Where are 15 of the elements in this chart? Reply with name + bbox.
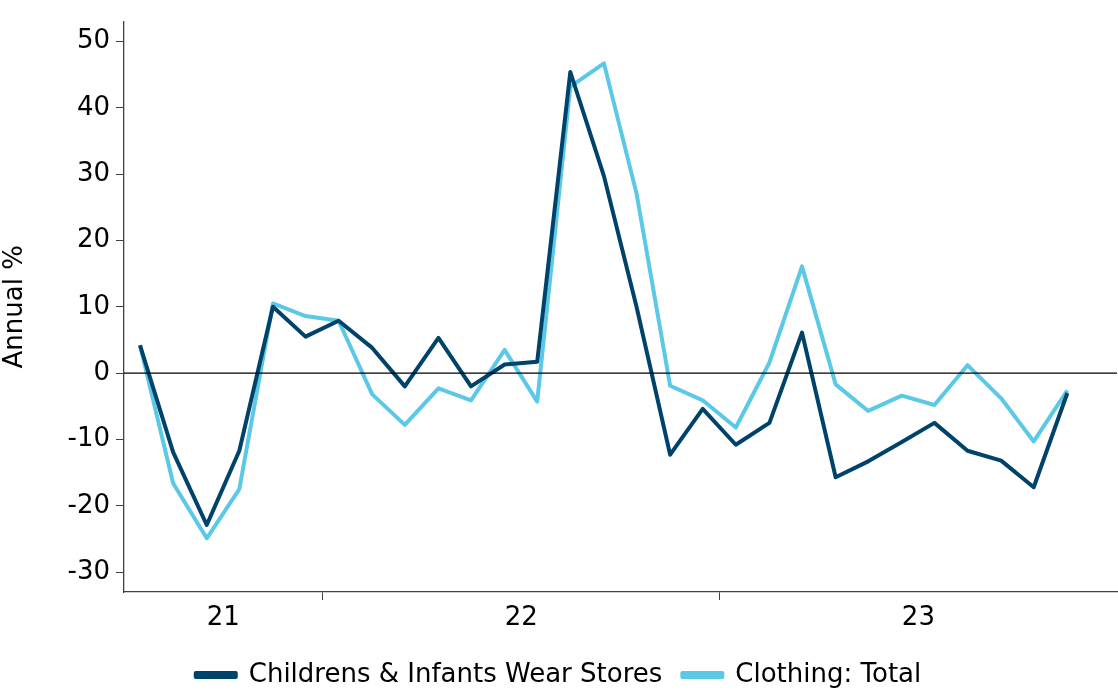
x-tick-label: 21 <box>206 601 240 632</box>
y-tick-label: 50 <box>76 24 110 55</box>
y-tick-label: 40 <box>76 90 110 121</box>
y-tick-label: 30 <box>76 156 110 187</box>
legend-label: Childrens & Infants Wear Stores <box>248 657 663 688</box>
x-tick-label: 23 <box>901 601 935 632</box>
y-tick-label: 20 <box>76 223 110 254</box>
y-axis-title: Annual % <box>0 245 29 369</box>
y-tick-label: 0 <box>93 355 110 386</box>
y-tick-label: -10 <box>67 422 110 453</box>
x-tick-label: 22 <box>504 601 538 632</box>
y-tick-label: -30 <box>67 554 110 585</box>
y-tick-label: -20 <box>67 488 110 519</box>
y-tick-label: 10 <box>76 289 110 320</box>
legend-label: Clothing: Total <box>735 657 922 688</box>
